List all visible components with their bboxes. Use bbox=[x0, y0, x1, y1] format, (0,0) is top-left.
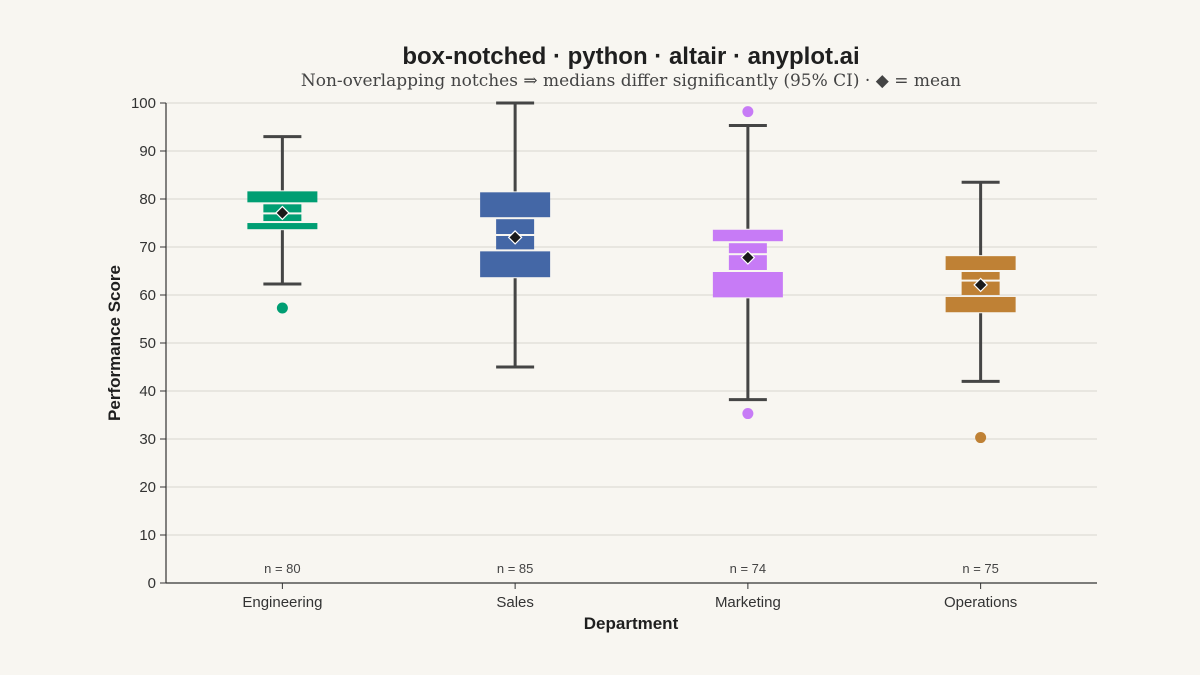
y-axis-title: Performance Score bbox=[105, 265, 124, 421]
box-upper-body bbox=[712, 229, 783, 242]
box-marketing: n = 74 bbox=[712, 106, 783, 576]
y-tick-label: 100 bbox=[131, 95, 156, 112]
box-lower-body bbox=[480, 251, 551, 278]
chart-subtitle: Non-overlapping notches ⇒ medians differ… bbox=[301, 71, 961, 91]
box-sales: n = 85 bbox=[480, 101, 551, 576]
sample-size-label: n = 85 bbox=[497, 561, 534, 576]
y-tick-label: 20 bbox=[139, 479, 156, 496]
box-upper-notch bbox=[496, 219, 535, 234]
y-tick-label: 80 bbox=[139, 191, 156, 208]
mean-marker bbox=[275, 205, 290, 221]
sample-size-label: n = 74 bbox=[730, 561, 767, 576]
outlier-point bbox=[742, 106, 754, 118]
box-lower-body bbox=[945, 296, 1016, 313]
plot-marks: n = 80 n = 85 n = 74 n = 75 bbox=[247, 101, 1016, 576]
sample-size-label: n = 75 bbox=[962, 561, 999, 576]
outlier-point bbox=[276, 302, 288, 314]
box-lower-body bbox=[712, 272, 783, 298]
gridlines bbox=[166, 102, 1097, 536]
y-tick-label: 90 bbox=[139, 143, 156, 160]
mean-marker bbox=[740, 250, 756, 265]
y-tick-label: 10 bbox=[139, 527, 156, 544]
x-tick-label: Sales bbox=[496, 594, 534, 611]
axes: 0 10 20 30 40 50 60 70 80 90 100 Engineering Sales Ma… bbox=[131, 95, 1097, 611]
y-tick-label: 60 bbox=[139, 287, 156, 304]
y-tick-label: 70 bbox=[139, 239, 156, 256]
mean-marker bbox=[973, 277, 988, 293]
chart-title: box-notched · python · altair · anyplot.… bbox=[402, 43, 859, 70]
mean-marker bbox=[507, 230, 523, 245]
box-upper-body bbox=[945, 256, 1016, 270]
x-tick-label: Operations bbox=[944, 594, 1017, 611]
box-upper-body bbox=[480, 192, 551, 218]
sample-size-label: n = 80 bbox=[264, 561, 301, 576]
box-engineering: n = 80 bbox=[247, 135, 318, 576]
y-tick-label: 50 bbox=[139, 335, 156, 352]
outlier-point bbox=[975, 432, 987, 444]
box-lower-body bbox=[247, 223, 318, 230]
box-upper-notch bbox=[728, 243, 767, 254]
y-tick-label: 0 bbox=[148, 575, 156, 592]
box-operations: n = 75 bbox=[945, 180, 1016, 576]
x-tick-label: Marketing bbox=[715, 594, 781, 611]
box-upper-notch bbox=[961, 272, 1000, 280]
box-upper-body bbox=[247, 191, 318, 203]
x-axis-title: Department bbox=[584, 614, 679, 633]
y-tick-label: 30 bbox=[139, 431, 156, 448]
x-tick-label: Engineering bbox=[242, 594, 322, 611]
y-tick-label: 40 bbox=[139, 383, 156, 400]
outlier-point bbox=[742, 408, 754, 420]
